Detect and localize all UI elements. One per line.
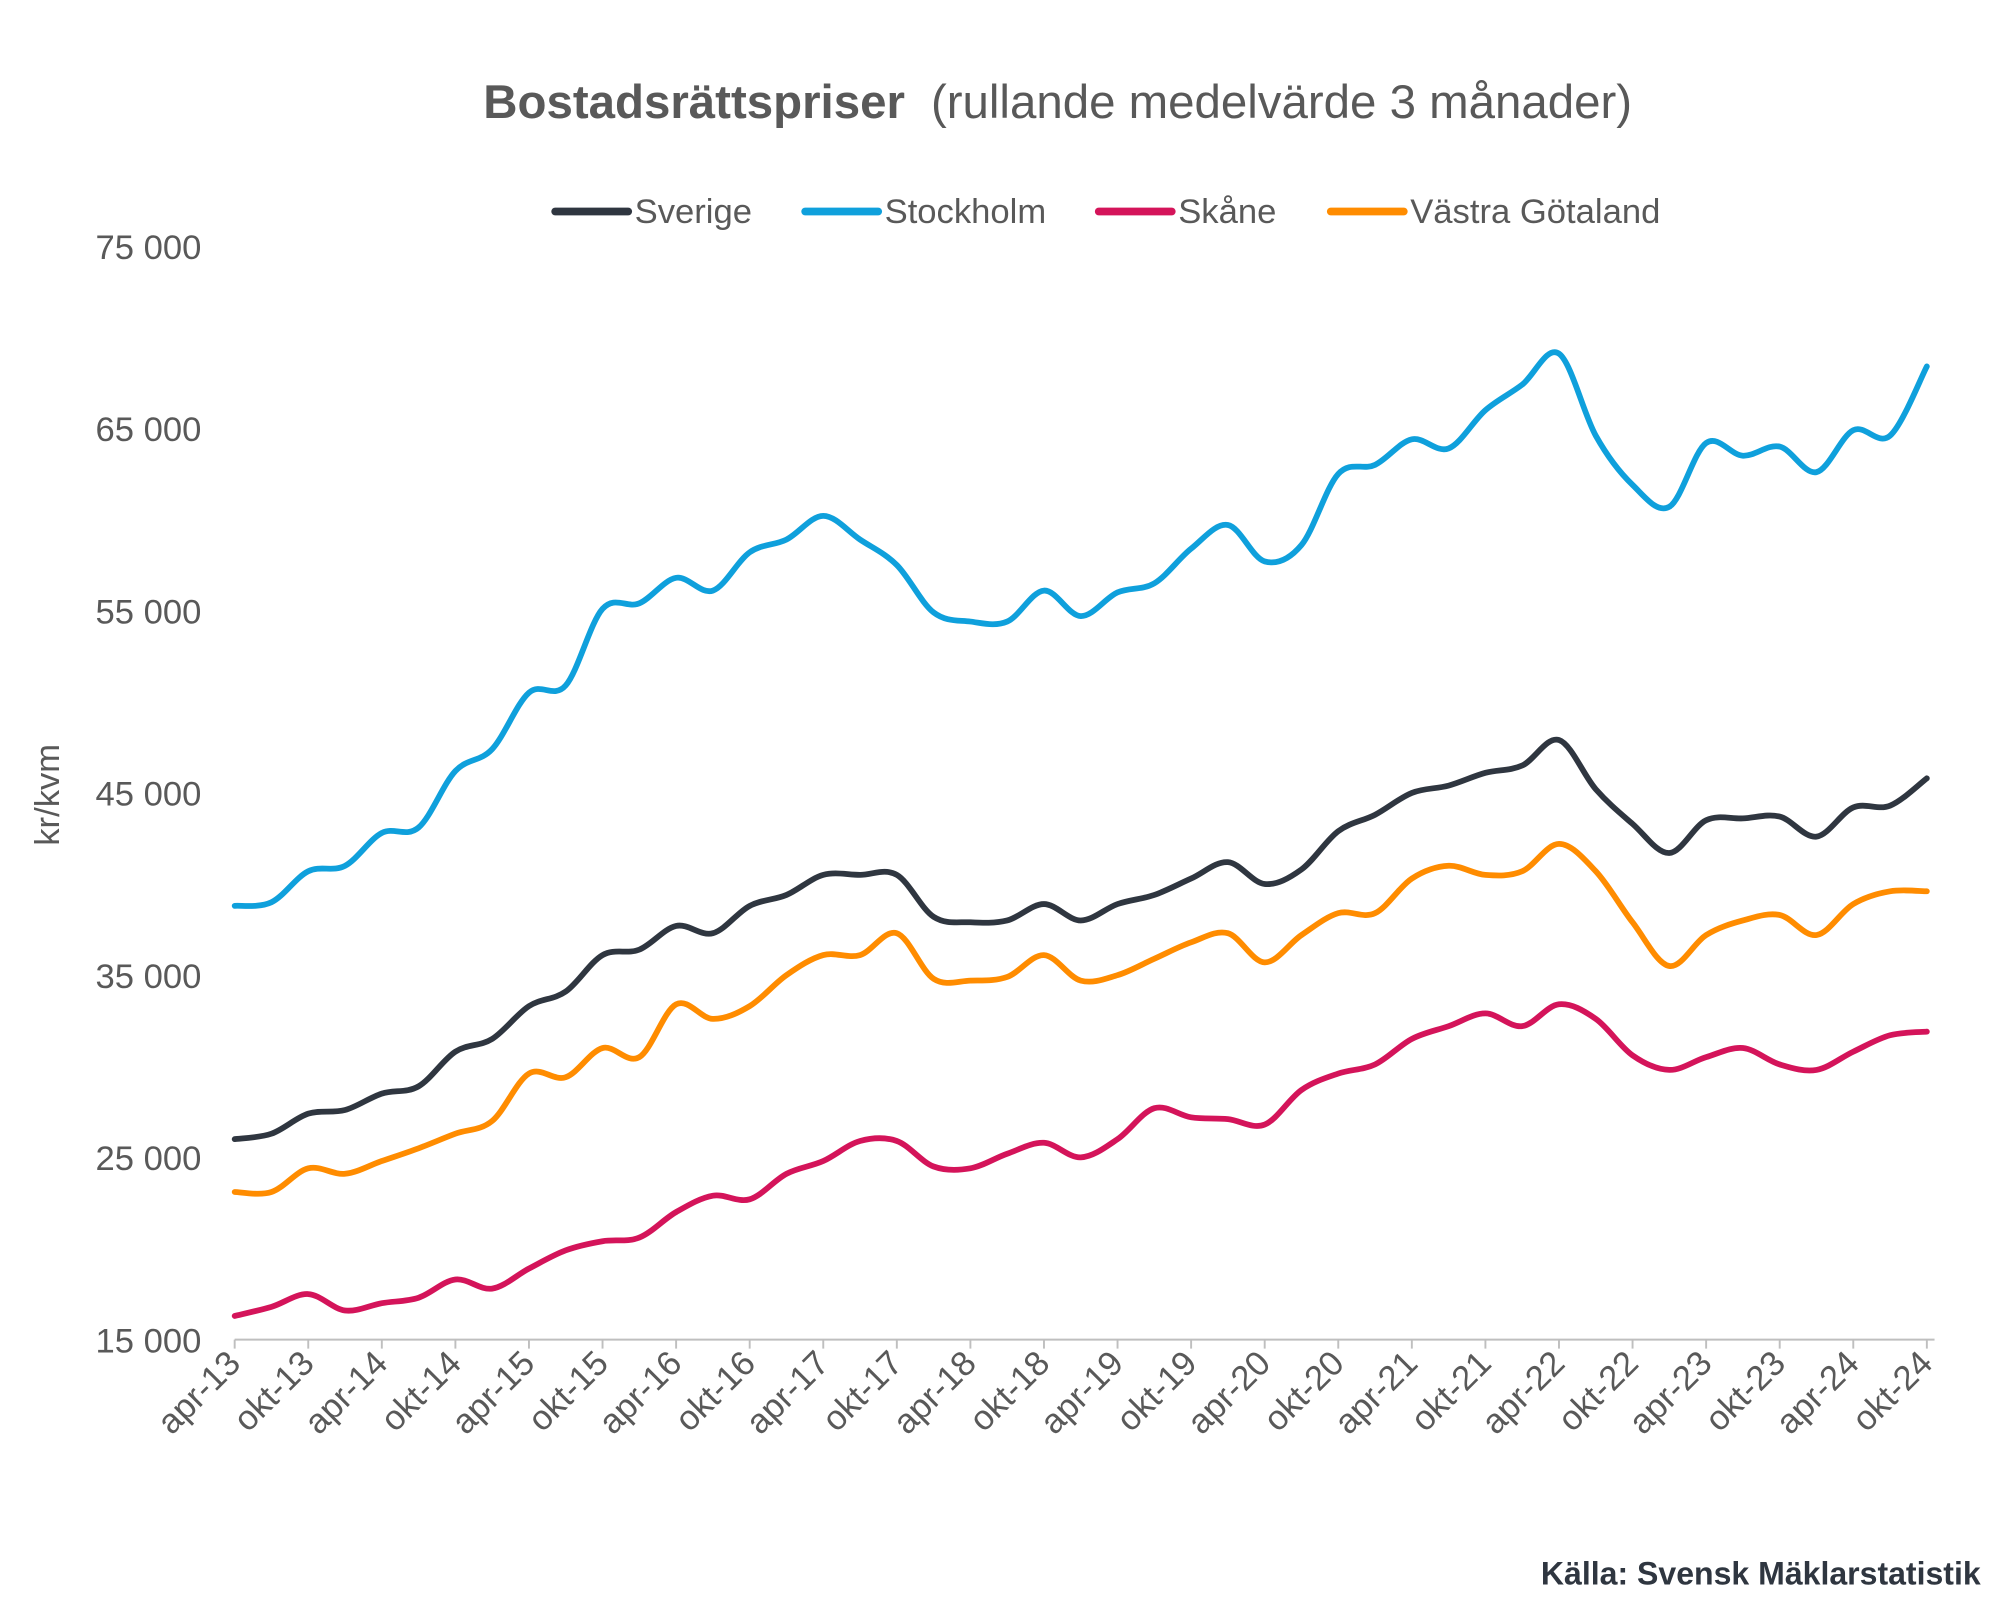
y-tick-label: 25 000 xyxy=(95,1140,201,1178)
chart-title-bold: Bostadsrättspriser xyxy=(483,76,905,129)
x-tick-label: apr-21 xyxy=(1328,1344,1426,1442)
series-line-skåne xyxy=(231,1001,1930,1319)
x-tick-label: apr-20 xyxy=(1180,1344,1278,1442)
series-line-sverige xyxy=(231,736,1930,1143)
series-line-västra-götaland xyxy=(231,841,1930,1197)
legend-label: Sverige xyxy=(635,193,752,231)
legend-label: Västra Götaland xyxy=(1410,193,1660,231)
y-tick-label: 75 000 xyxy=(95,229,201,267)
chart-title-rest: (rullande medelvärde 3 månader) xyxy=(931,76,1632,129)
legend: Sverige Stockholm Skåne Västra Götaland xyxy=(551,193,1660,231)
y-tick-label: 35 000 xyxy=(95,958,201,996)
x-tick-label: apr-16 xyxy=(592,1344,690,1442)
x-tick-label: apr-17 xyxy=(739,1344,837,1442)
source-note: Källa: Svensk Mäklarstatistik xyxy=(1541,1555,1981,1591)
x-tick-label: okt-24 xyxy=(1845,1344,1940,1439)
series-lines xyxy=(231,349,1930,1319)
y-tick-label: 55 000 xyxy=(95,593,201,631)
x-tick-label: apr-23 xyxy=(1622,1344,1720,1442)
chart-title: Bostadsrättspriser (rullande medelvärde … xyxy=(483,76,1632,129)
y-tick-label: 15 000 xyxy=(95,1322,201,1360)
y-axis-title: kr/kvm xyxy=(29,744,67,846)
x-tick-label: apr-14 xyxy=(298,1344,396,1442)
x-tick-label: apr-15 xyxy=(445,1344,543,1442)
y-tick-label: 45 000 xyxy=(95,776,201,814)
x-axis: apr-13okt-13apr-14okt-14apr-15okt-15apr-… xyxy=(150,1338,1940,1442)
legend-label: Stockholm xyxy=(885,193,1047,231)
x-tick-label: apr-19 xyxy=(1033,1344,1131,1442)
x-tick-label: apr-22 xyxy=(1475,1344,1573,1442)
x-tick-label: apr-24 xyxy=(1769,1344,1867,1442)
x-tick-label: apr-18 xyxy=(886,1344,984,1442)
legend-label: Skåne xyxy=(1178,193,1276,231)
y-axis: 15 000 25 000 35 000 45 000 55 000 65 000 75 0… xyxy=(95,229,201,1361)
series-line-stockholm xyxy=(231,349,1930,909)
y-tick-label: 65 000 xyxy=(95,411,201,449)
